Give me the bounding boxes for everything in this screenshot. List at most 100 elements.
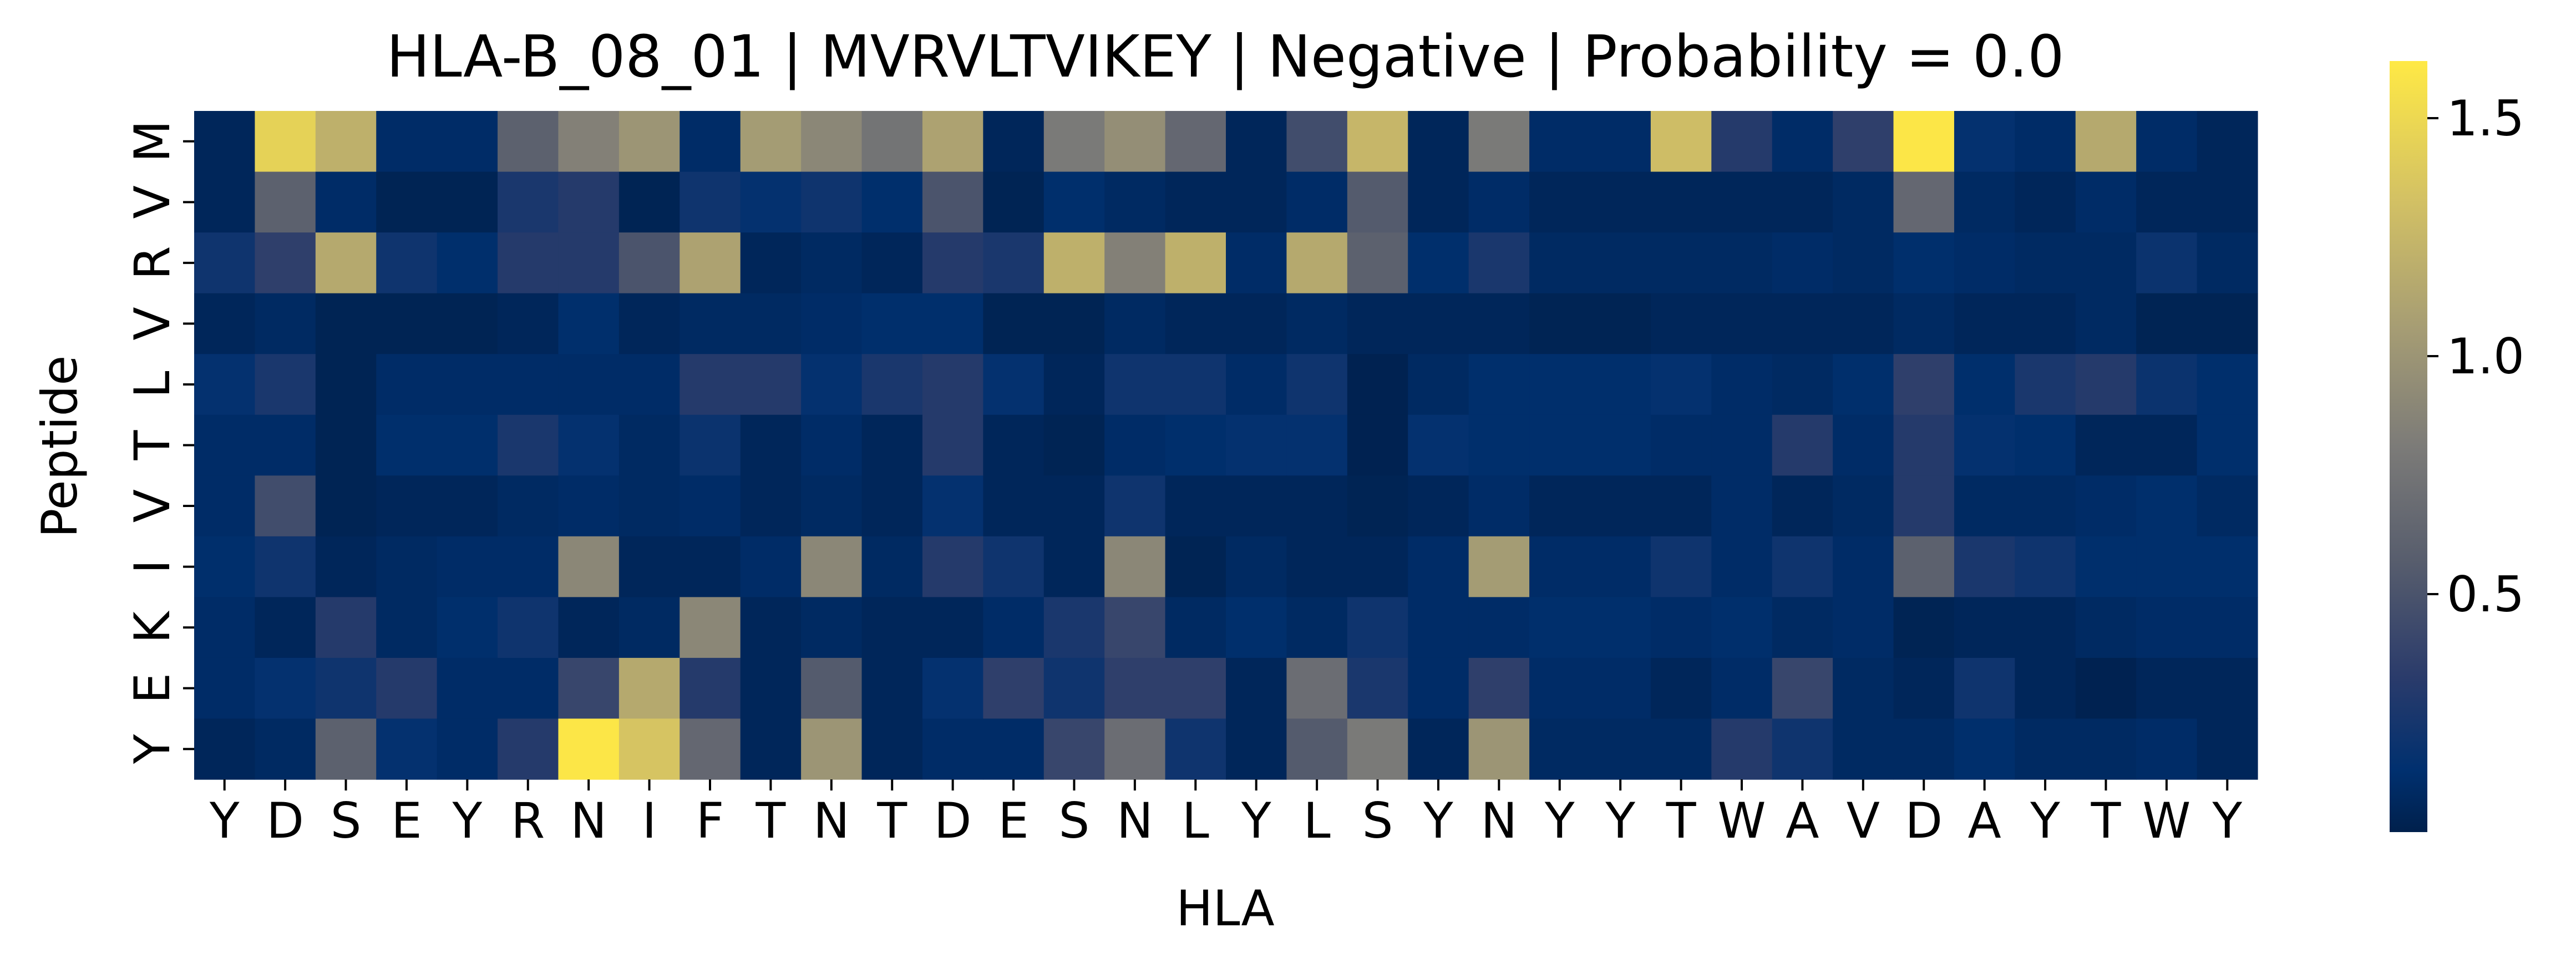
heatmap-cell <box>1711 718 1773 780</box>
heatmap-cell <box>437 597 498 658</box>
heatmap-cell <box>1165 111 1226 173</box>
heatmap-cell <box>2015 354 2076 415</box>
heatmap-cell <box>740 536 802 597</box>
heatmap-cell <box>558 354 620 415</box>
heatmap-cell <box>1711 536 1773 597</box>
heatmap-cell <box>1408 414 1469 476</box>
heatmap-cell <box>1408 111 1469 173</box>
heatmap-cell <box>1408 657 1469 719</box>
heatmap-cell <box>1165 293 1226 354</box>
heatmap-cell <box>861 475 923 537</box>
heatmap-cell <box>1590 536 1651 597</box>
x-tick-label: F <box>696 792 724 849</box>
heatmap-cell <box>1104 232 1166 294</box>
heatmap-cell <box>194 111 256 173</box>
heatmap-cell <box>2075 718 2137 780</box>
y-tick-label: V <box>124 489 181 523</box>
heatmap-cell <box>1954 111 2015 173</box>
heatmap-cell <box>2197 718 2258 780</box>
heatmap-cell <box>1954 232 2015 294</box>
heatmap-cell <box>1165 232 1226 294</box>
heatmap-cell <box>558 718 620 780</box>
heatmap-cell <box>1347 597 1408 658</box>
heatmap-cell <box>194 354 256 415</box>
heatmap-cell <box>618 657 680 719</box>
heatmap-cell <box>922 293 983 354</box>
x-tick-label: S <box>331 792 362 849</box>
heatmap-cell <box>1043 657 1105 719</box>
heatmap-cell <box>861 718 923 780</box>
heatmap-cell <box>1711 414 1773 476</box>
heatmap-cell <box>1711 171 1773 233</box>
heatmap-cell <box>680 354 741 415</box>
heatmap-cell <box>1833 293 1894 354</box>
y-tick-label: I <box>124 560 181 574</box>
heatmap-cell <box>1650 718 1712 780</box>
x-tick-label: Y <box>1544 792 1575 849</box>
heatmap-cell <box>2075 414 2137 476</box>
x-tick-label: D <box>934 792 972 849</box>
heatmap-cell <box>1893 111 1955 173</box>
heatmap-cell <box>1468 111 1530 173</box>
colorbar-gradient <box>2390 61 2427 832</box>
x-tick-label: V <box>1847 792 1880 849</box>
heatmap-cell <box>1468 597 1530 658</box>
heatmap-cell <box>2197 171 2258 233</box>
heatmap-cell <box>1893 657 1955 719</box>
heatmap-cell <box>1954 597 2015 658</box>
heatmap-cell <box>1043 232 1105 294</box>
heatmap-cell <box>1772 111 1833 173</box>
heatmap-cell <box>315 293 377 354</box>
heatmap-cell <box>1833 718 1894 780</box>
heatmap-cell <box>1104 475 1166 537</box>
heatmap-cell <box>922 536 983 597</box>
heatmap-cell <box>740 111 802 173</box>
heatmap-cell <box>922 354 983 415</box>
heatmap-cell <box>1104 354 1166 415</box>
heatmap-cell <box>1226 354 1287 415</box>
heatmap-cell <box>680 718 741 780</box>
heatmap-cell <box>1468 171 1530 233</box>
heatmap-cell <box>2075 597 2137 658</box>
heatmap-cell <box>1772 597 1833 658</box>
heatmap-cell <box>1590 597 1651 658</box>
heatmap-cell <box>983 232 1044 294</box>
heatmap-cell <box>1043 354 1105 415</box>
heatmap-cell <box>2136 475 2198 537</box>
heatmap-cell <box>1286 293 1348 354</box>
heatmap-cell <box>194 475 256 537</box>
y-tick-label: Y <box>124 734 181 764</box>
heatmap-cell <box>255 414 316 476</box>
heatmap-cell <box>1650 597 1712 658</box>
heatmap-cell <box>983 171 1044 233</box>
heatmap-cell <box>861 293 923 354</box>
heatmap-cell <box>1286 354 1348 415</box>
heatmap-cell <box>2015 293 2076 354</box>
heatmap-cell <box>315 718 377 780</box>
heatmap-cell <box>558 475 620 537</box>
heatmap-cell <box>1468 232 1530 294</box>
heatmap-cell <box>740 718 802 780</box>
heatmap-cell <box>498 475 559 537</box>
heatmap-cell <box>2075 171 2137 233</box>
heatmap-cell <box>983 718 1044 780</box>
heatmap-cell <box>2197 657 2258 719</box>
y-tick-label: M <box>124 120 181 163</box>
heatmap-cell <box>376 475 438 537</box>
heatmap-cell <box>2197 475 2258 537</box>
heatmap-cell <box>255 354 316 415</box>
heatmap-cell <box>376 293 438 354</box>
y-tick-label: L <box>124 371 181 398</box>
heatmap-cell <box>680 597 741 658</box>
heatmap-cell <box>983 414 1044 476</box>
heatmap-cell <box>1165 536 1226 597</box>
heatmap-cell <box>194 171 256 233</box>
heatmap-cell <box>983 657 1044 719</box>
heatmap-cell <box>618 232 680 294</box>
heatmap-cell <box>801 536 863 597</box>
heatmap-cell <box>558 657 620 719</box>
y-tick-label: R <box>124 246 181 280</box>
heatmap-cell <box>1833 597 1894 658</box>
heatmap-cell <box>194 536 256 597</box>
heatmap-cell <box>376 232 438 294</box>
